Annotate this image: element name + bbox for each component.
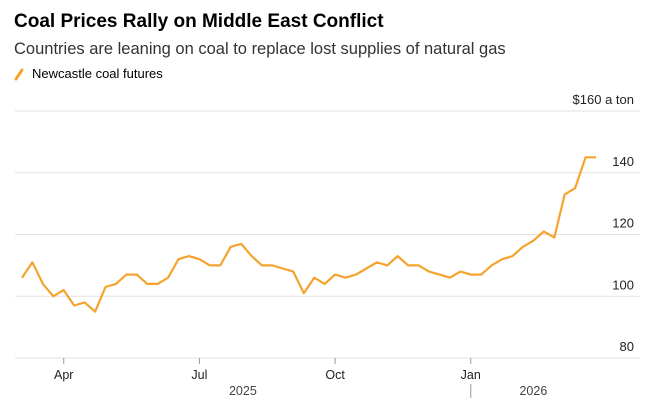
year-label: 2026 [519, 384, 547, 398]
legend-swatch [14, 68, 24, 81]
x-tick-label: Jan [461, 368, 481, 382]
line-series [21, 156, 596, 313]
y-tick-label: 100 [612, 277, 634, 292]
x-tick-label: Oct [325, 368, 345, 382]
year-label: 2025 [229, 384, 257, 398]
y-tick-label: $160 a ton [573, 92, 634, 107]
y-tick-label: 140 [612, 154, 634, 169]
chart-subtitle: Countries are leaning on coal to replace… [14, 40, 506, 58]
x-tick-label: Apr [54, 368, 73, 382]
y-tick-label: 120 [612, 216, 634, 231]
chart-title: Coal Prices Rally on Middle East Conflic… [14, 11, 384, 32]
legend-label: Newcastle coal futures [32, 66, 163, 81]
x-tick-label: Jul [191, 368, 207, 382]
y-tick-label: 80 [620, 339, 634, 354]
